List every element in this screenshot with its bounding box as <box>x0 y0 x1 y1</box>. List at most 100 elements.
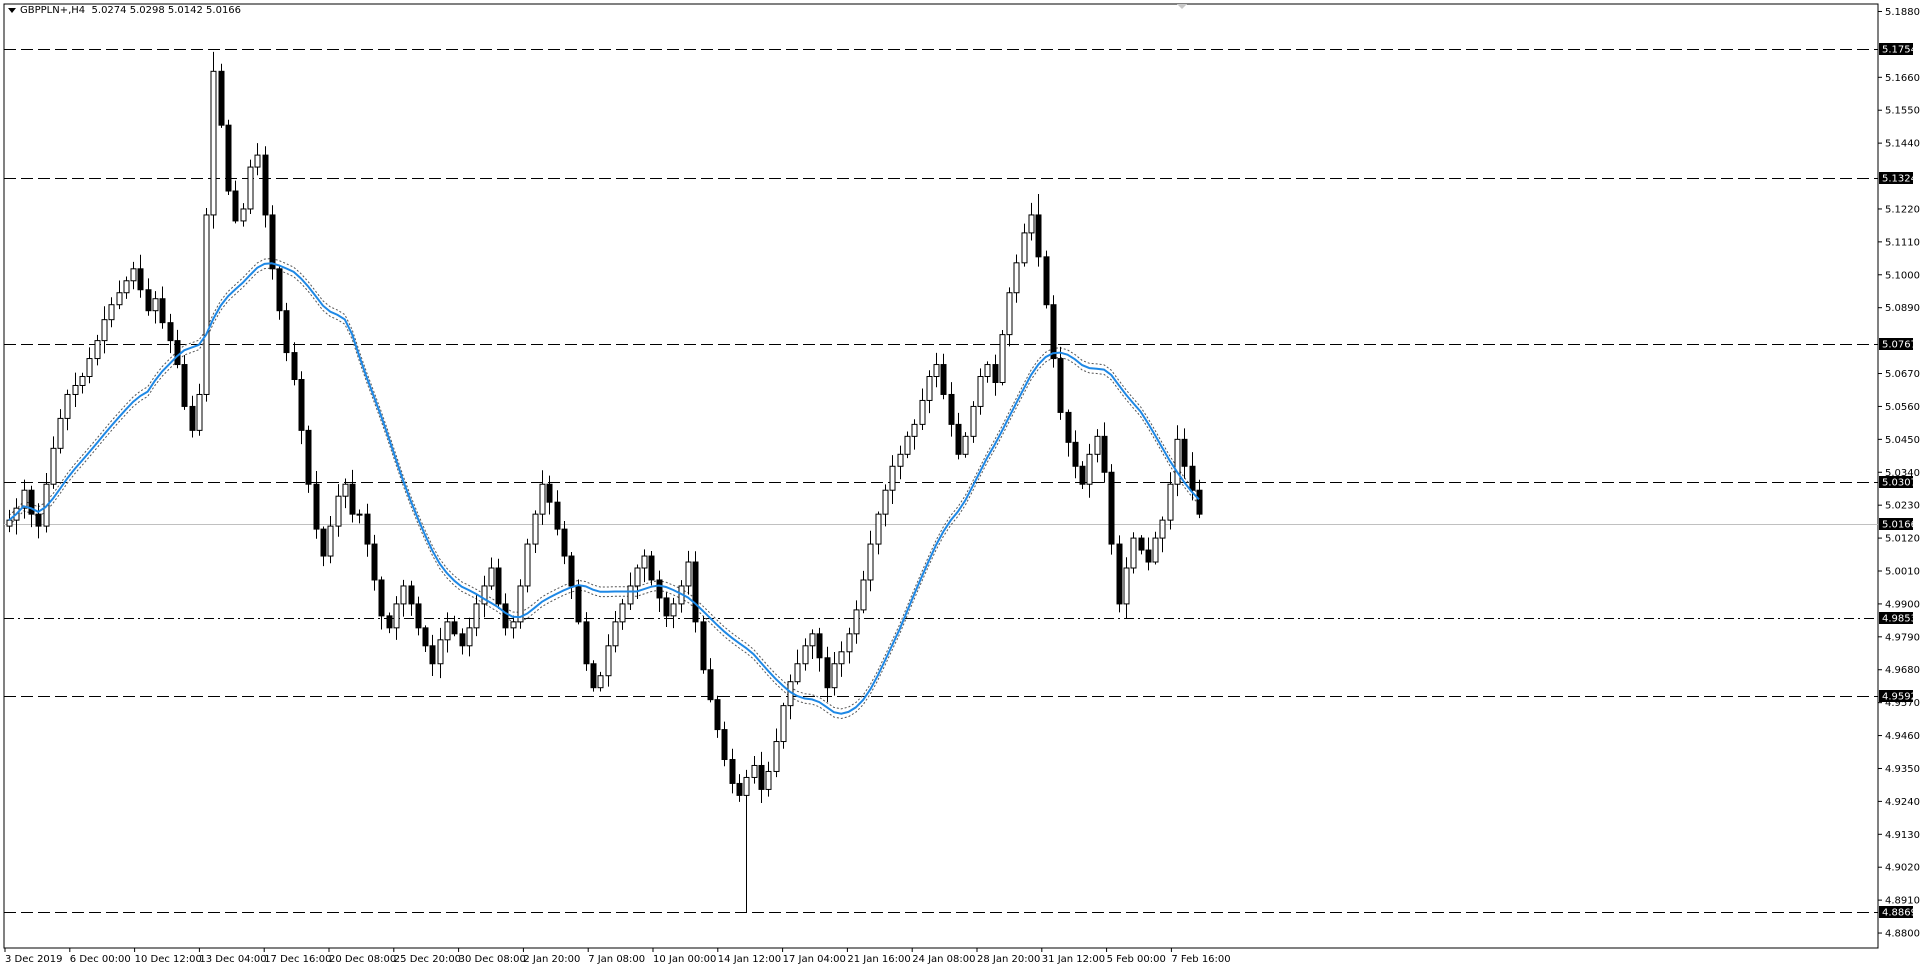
candle-bear <box>561 528 568 557</box>
candle-bear <box>35 513 42 527</box>
level-price-label: 5.1754 <box>1882 45 1917 56</box>
plot-frame <box>3 3 1879 949</box>
candle-bear <box>1065 411 1072 443</box>
candle-bull <box>152 298 159 312</box>
candle-bear <box>1043 256 1050 306</box>
candle-bull <box>743 776 750 796</box>
moving-average-line[interactable] <box>8 262 1200 715</box>
candle-bull <box>605 645 612 677</box>
candle-bear <box>1072 441 1079 467</box>
candle-bear <box>451 621 458 635</box>
candle-bull <box>196 393 203 431</box>
candle-bull <box>1123 567 1130 605</box>
y-tick-label-19: 4.9460 <box>1885 731 1920 742</box>
level-labels-layer: 5.1754 5.1324 5.0767 5.0307 4.9853 4.9592 4.88… <box>1879 43 1917 919</box>
candle-bull <box>933 364 940 378</box>
candle-bear <box>1138 537 1145 551</box>
candle-bull <box>444 621 451 641</box>
candle-bear <box>1116 543 1123 605</box>
candle-bull <box>108 304 115 321</box>
x-tick-label-17: 5 Feb 00:00 <box>1107 954 1166 965</box>
x-tick-label-5: 20 Dec 08:00 <box>329 954 396 965</box>
candle-bear <box>736 782 743 796</box>
candle-bear <box>291 352 298 381</box>
candle-bull <box>210 70 217 216</box>
candle-bear <box>955 423 962 455</box>
candle-bear <box>700 621 707 671</box>
y-tick-label-5: 5.1110 <box>1885 237 1920 248</box>
candle-bear <box>992 364 999 383</box>
candle-bull <box>342 483 349 497</box>
candle-bear <box>502 603 509 629</box>
ohlc-readout: 5.0274 5.0298 5.0142 5.0166 <box>91 5 242 16</box>
y-tick-label-24: 4.8910 <box>1885 896 1920 907</box>
menu-triangle-icon[interactable] <box>8 7 16 13</box>
candle-bull <box>634 567 641 587</box>
candle-bull <box>1167 483 1174 521</box>
envelope-layer <box>8 257 1200 720</box>
y-tick-label-22: 4.9130 <box>1885 830 1920 841</box>
y-tick-label-15: 4.9900 <box>1885 599 1920 610</box>
y-tick-label-11: 5.0340 <box>1885 468 1920 479</box>
candle-bull <box>765 770 772 790</box>
candle-bull <box>619 603 626 623</box>
candle-bull <box>393 603 400 629</box>
y-tick-label-3: 5.1440 <box>1885 139 1920 150</box>
candle-bear <box>349 483 356 515</box>
candle-bull <box>400 585 407 605</box>
y-tick-label-20: 4.9350 <box>1885 764 1920 775</box>
candle-bull <box>1159 519 1166 539</box>
candle-bear <box>590 663 597 689</box>
candle-bear <box>1035 214 1042 258</box>
candle-bull <box>1021 232 1028 264</box>
candle-bear <box>1108 471 1115 545</box>
candle-bear <box>554 501 561 530</box>
candle-bull <box>327 525 334 557</box>
x-tick-label-11: 14 Jan 12:00 <box>718 954 781 965</box>
candle-bull <box>524 543 531 587</box>
level-price-label-bg <box>1879 906 1913 918</box>
y-tick-label-25: 4.8800 <box>1885 929 1920 940</box>
candle-bull <box>875 513 882 545</box>
level-price-label: 5.0767 <box>1882 340 1917 351</box>
y-tick-label-2: 5.1550 <box>1885 106 1920 117</box>
candle-bull <box>1013 262 1020 294</box>
candle-bear <box>721 729 728 760</box>
candle-bull <box>79 376 86 386</box>
candle-bull <box>1174 438 1181 485</box>
x-tick-label-4: 17 Dec 16:00 <box>264 954 331 965</box>
candle-bear <box>824 657 831 689</box>
candle-bear <box>1050 304 1057 360</box>
shift-marker-icon[interactable] <box>1177 4 1187 9</box>
candle-bear <box>283 310 290 354</box>
x-tick-label-8: 2 Jan 20:00 <box>523 954 580 965</box>
candle-bear <box>159 298 166 324</box>
candle-bear <box>692 561 699 623</box>
candle-bull <box>247 166 254 210</box>
level-price-label: 4.9592 <box>1882 692 1917 703</box>
candle-bear <box>422 627 429 647</box>
candle-bear <box>758 764 765 790</box>
x-tick-label-14: 24 Jan 08:00 <box>912 954 975 965</box>
candle-bull <box>86 358 93 378</box>
candle-bull <box>481 585 488 605</box>
candle-bull <box>809 633 816 647</box>
candle-bull <box>984 364 991 378</box>
candle-bear <box>225 124 232 192</box>
y-tick-label-21: 4.9240 <box>1885 797 1920 808</box>
candle-bear <box>714 699 721 731</box>
candle-bear <box>371 543 378 581</box>
level-price-label-bg <box>1879 338 1913 350</box>
level-price-label-bg <box>1879 612 1913 624</box>
candle-bull <box>517 585 524 623</box>
level-price-label: 4.9853 <box>1882 614 1917 625</box>
candle-bull <box>50 447 57 485</box>
candle-bear <box>28 489 35 515</box>
x-tick-label-16: 31 Jan 12:00 <box>1042 954 1105 965</box>
candle-bull <box>612 621 619 647</box>
y-tick-label-10: 5.0450 <box>1885 435 1920 446</box>
candle-bear <box>364 513 371 545</box>
